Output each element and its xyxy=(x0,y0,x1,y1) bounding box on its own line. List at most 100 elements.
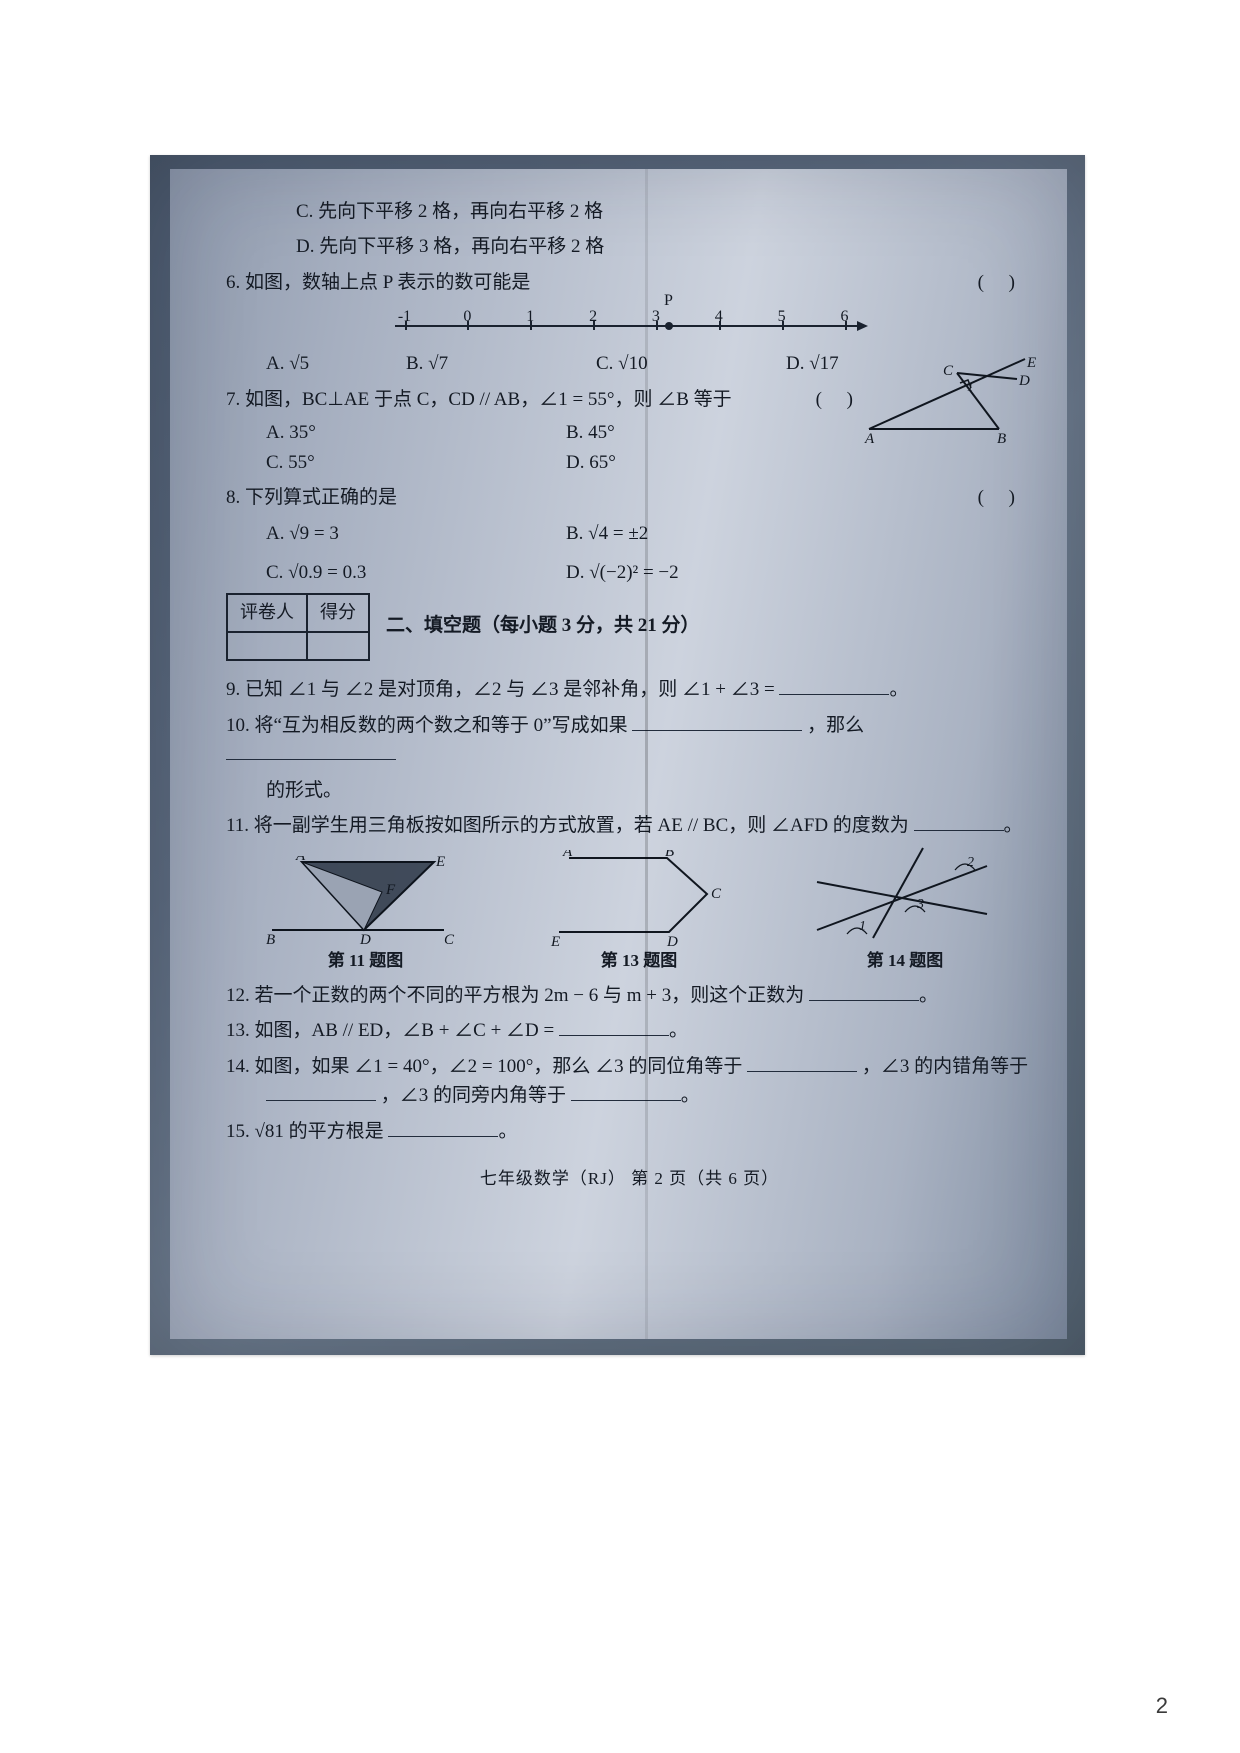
fig14-wrap: 1 2 3 第 14 题图 xyxy=(813,846,998,974)
q12: 12. 若一个正数的两个不同的平方根为 2m − 6 与 m + 3，则这个正数… xyxy=(226,981,1033,1010)
numline-label: 6 xyxy=(841,305,849,330)
q14-a: 14. 如图，如果 ∠1 = 40°，∠2 = 100°，那么 ∠3 的同位角等… xyxy=(226,1056,742,1077)
fig11: AEBCDF xyxy=(266,856,466,946)
q13-text: 13. 如图，AB // ED，∠B + ∠C + ∠D = xyxy=(226,1020,559,1041)
q12-text: 12. 若一个正数的两个不同的平方根为 2m − 6 与 m + 3，则这个正数… xyxy=(226,985,804,1006)
q14-c: ，∠3 的同旁内角等于 xyxy=(381,1085,566,1106)
q8-stem-row: 8. 下列算式正确的是 ( ) xyxy=(226,483,1033,512)
numline-label: 4 xyxy=(715,305,723,330)
svg-text:B: B xyxy=(997,431,1006,443)
q7-stem: 7. 如图，BC⊥AE 于点 C，CD // AB，∠1 = 55°，则 ∠B … xyxy=(226,385,732,414)
q8-stem: 8. 下列算式正确的是 xyxy=(226,483,397,512)
q5-option-d: D. 先向下平移 3 格，再向右平移 2 格 xyxy=(226,232,1033,261)
svg-text:A: A xyxy=(864,431,875,443)
photo-frame: C. 先向下平移 2 格，再向右平移 2 格 D. 先向下平移 3 格，再向右平… xyxy=(150,155,1085,1355)
q6-opt-a: A. √5 xyxy=(266,349,406,378)
q14-b: ，∠3 的内错角等于 xyxy=(862,1056,1028,1077)
fig11-cap: 第 11 题图 xyxy=(266,948,466,974)
numline-arrow-icon xyxy=(857,321,868,331)
q7-opt-b: B. 45° xyxy=(566,418,706,447)
fig13-cap: 第 13 题图 xyxy=(547,948,732,974)
numline-label: 3 xyxy=(652,305,660,330)
svg-text:C: C xyxy=(444,932,455,946)
numline-label: 5 xyxy=(778,305,786,330)
q13-blank xyxy=(559,1018,669,1036)
q6-stem-row: 6. 如图，数轴上点 P 表示的数可能是 ( ) xyxy=(226,268,1033,297)
q15-blank xyxy=(388,1119,498,1137)
q8-row1: A. √9 = 3 B. √4 = ±2 xyxy=(226,519,1033,548)
q10-blank1 xyxy=(632,713,802,731)
svg-text:2: 2 xyxy=(967,855,974,870)
q7-opt-d: D. 65° xyxy=(566,448,706,477)
fig13-wrap: A B C D E 第 13 题图 xyxy=(547,850,732,974)
svg-text:3: 3 xyxy=(916,897,924,912)
q12-blank xyxy=(809,983,919,1001)
q11-blank xyxy=(914,813,1004,831)
svg-text:D: D xyxy=(359,932,371,946)
svg-text:F: F xyxy=(385,882,396,898)
numline-label: 0 xyxy=(463,305,471,330)
q7-opt-a: A. 35° xyxy=(266,418,566,447)
q11: 11. 将一副学生用三角板按如图所示的方式放置，若 AE // BC，则 ∠AF… xyxy=(226,811,1033,840)
scorebox-col1: 评卷人 xyxy=(227,594,307,632)
q15-text: 15. √81 的平方根是 xyxy=(226,1121,384,1142)
q15: 15. √81 的平方根是 。 xyxy=(226,1117,1033,1146)
q14: 14. 如图，如果 ∠1 = 40°，∠2 = 100°，那么 ∠3 的同位角等… xyxy=(226,1052,1033,1111)
numline-p-label: P xyxy=(664,289,673,314)
q6-numberline: P -10123456 xyxy=(395,303,865,343)
numline-label: -1 xyxy=(398,305,411,330)
svg-text:D: D xyxy=(1018,373,1030,389)
svg-text:B: B xyxy=(266,932,275,946)
svg-text:C: C xyxy=(943,363,954,379)
svg-text:E: E xyxy=(550,934,560,946)
q6-opt-b: B. √7 xyxy=(406,349,596,378)
q8-opt-c: C. √0.9 = 0.3 xyxy=(266,558,566,587)
q6-paren: ( ) xyxy=(978,268,1033,297)
q9-text: 9. 已知 ∠1 与 ∠2 是对顶角，∠2 与 ∠3 是邻补角，则 ∠1 + ∠… xyxy=(226,679,779,700)
q6-stem: 6. 如图，数轴上点 P 表示的数可能是 xyxy=(226,268,530,297)
table-row xyxy=(227,632,369,660)
svg-text:1: 1 xyxy=(967,379,974,394)
fig13: A B C D E xyxy=(547,850,732,946)
scorebox-blank xyxy=(227,632,307,660)
q10-b: ，那么 xyxy=(807,715,864,736)
numline-point-p xyxy=(665,322,673,330)
fig11-wrap: AEBCDF 第 11 题图 xyxy=(266,856,466,974)
q7-row2: C. 55° D. 65° xyxy=(226,448,1033,477)
table-row: 评卷人 得分 xyxy=(227,594,369,632)
section2-title: 二、填空题（每小题 3 分，共 21 分） xyxy=(386,611,700,640)
section2-row: 评卷人 得分 二、填空题（每小题 3 分，共 21 分） xyxy=(226,587,1033,663)
numline-label: 1 xyxy=(526,305,534,330)
q8-opt-a: A. √9 = 3 xyxy=(266,519,566,548)
q5-option-c: C. 先向下平移 2 格，再向右平移 2 格 xyxy=(226,197,1033,226)
q11-stem: 11. 将一副学生用三角板按如图所示的方式放置，若 AE // BC，则 ∠AF… xyxy=(226,815,909,836)
svg-text:A: A xyxy=(295,856,306,864)
q10-c: 的形式。 xyxy=(226,776,1033,805)
q10: 10. 将“互为相反数的两个数之和等于 0”写成如果 ，那么 的形式。 xyxy=(226,711,1033,805)
svg-text:1: 1 xyxy=(859,919,866,934)
q7-figure: A B C DE 1 xyxy=(861,355,1041,443)
page-number: 2 xyxy=(1156,1693,1168,1719)
scorebox-col2: 得分 xyxy=(307,594,369,632)
svg-text:C: C xyxy=(711,886,722,902)
svg-text:A: A xyxy=(562,850,573,860)
svg-text:B: B xyxy=(665,850,674,860)
q8-opt-d: D. √(−2)² = −2 xyxy=(566,558,706,587)
q8-opt-b: B. √4 = ±2 xyxy=(566,519,706,548)
q10-blank2 xyxy=(226,742,396,760)
fig14-cap: 第 14 题图 xyxy=(813,948,998,974)
q14-blank1 xyxy=(747,1054,857,1072)
q6-opt-c: C. √10 xyxy=(596,349,786,378)
q7-opt-c: C. 55° xyxy=(266,448,566,477)
q8-paren: ( ) xyxy=(978,483,1033,512)
q10-a: 10. 将“互为相反数的两个数之和等于 0”写成如果 xyxy=(226,715,628,736)
q14-blank3 xyxy=(571,1083,681,1101)
svg-text:D: D xyxy=(666,934,678,946)
q11-figures: A E B C D F 第 11 题图 A B C D E 第 13 题图 1 2 3 第 14 题图 xyxy=(230,846,1033,974)
page-footer: 七年级数学（RJ） 第 2 页（共 6 页） xyxy=(226,1166,1033,1192)
q13: 13. 如图，AB // ED，∠B + ∠C + ∠D = 。 xyxy=(226,1016,1033,1045)
fig14: 1 2 3 xyxy=(813,846,998,946)
q9-blank xyxy=(779,677,889,695)
svg-text:E: E xyxy=(1026,355,1036,371)
numline-label: 2 xyxy=(589,305,597,330)
